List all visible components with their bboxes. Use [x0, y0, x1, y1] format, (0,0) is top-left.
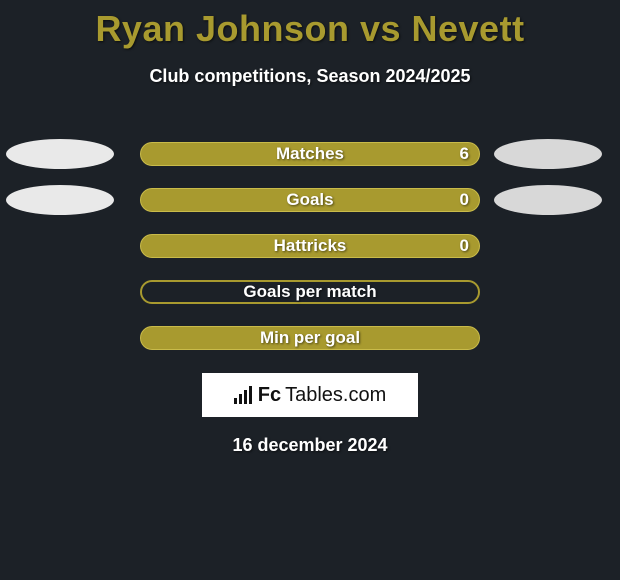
logo-bar [239, 394, 242, 404]
stat-pill-hattricks: Hattricks 0 [140, 234, 480, 258]
stat-label: Min per goal [141, 328, 479, 348]
stat-value-right: 6 [460, 144, 469, 164]
stat-row: Min per goal [0, 315, 620, 361]
logo-bar [249, 386, 252, 404]
stat-value-right: 0 [460, 236, 469, 256]
stat-value-right: 0 [460, 190, 469, 210]
stat-row: Matches 6 [0, 131, 620, 177]
stat-pill-goals-per-match: Goals per match [140, 280, 480, 304]
logo-text-suffix: Tables.com [285, 384, 386, 407]
player-right-avatar-placeholder [494, 139, 602, 169]
logo-text-prefix: Fc [258, 384, 281, 407]
logo-bar [234, 398, 237, 404]
stat-label: Matches [141, 144, 479, 164]
stat-row: Hattricks 0 [0, 223, 620, 269]
stat-pill-matches: Matches 6 [140, 142, 480, 166]
fctables-logo-card[interactable]: FcTables.com [202, 373, 418, 417]
stat-pill-goals: Goals 0 [140, 188, 480, 212]
stat-label: Hattricks [141, 236, 479, 256]
player-left-avatar-placeholder [6, 139, 114, 169]
logo-bar [244, 390, 247, 404]
generated-date: 16 december 2024 [0, 435, 620, 456]
stat-label: Goals per match [142, 282, 478, 302]
page-title: Ryan Johnson vs Nevett [0, 8, 620, 50]
page-subtitle: Club competitions, Season 2024/2025 [0, 66, 620, 87]
player-right-avatar-placeholder [494, 185, 602, 215]
player-left-avatar-placeholder [6, 185, 114, 215]
stat-row: Goals per match [0, 269, 620, 315]
stat-label: Goals [141, 190, 479, 210]
fctables-logo: FcTables.com [234, 384, 387, 407]
stat-row: Goals 0 [0, 177, 620, 223]
stats-rows: Matches 6 Goals 0 Hattricks 0 Goals per … [0, 131, 620, 361]
bar-chart-icon [234, 386, 252, 404]
stat-pill-min-per-goal: Min per goal [140, 326, 480, 350]
